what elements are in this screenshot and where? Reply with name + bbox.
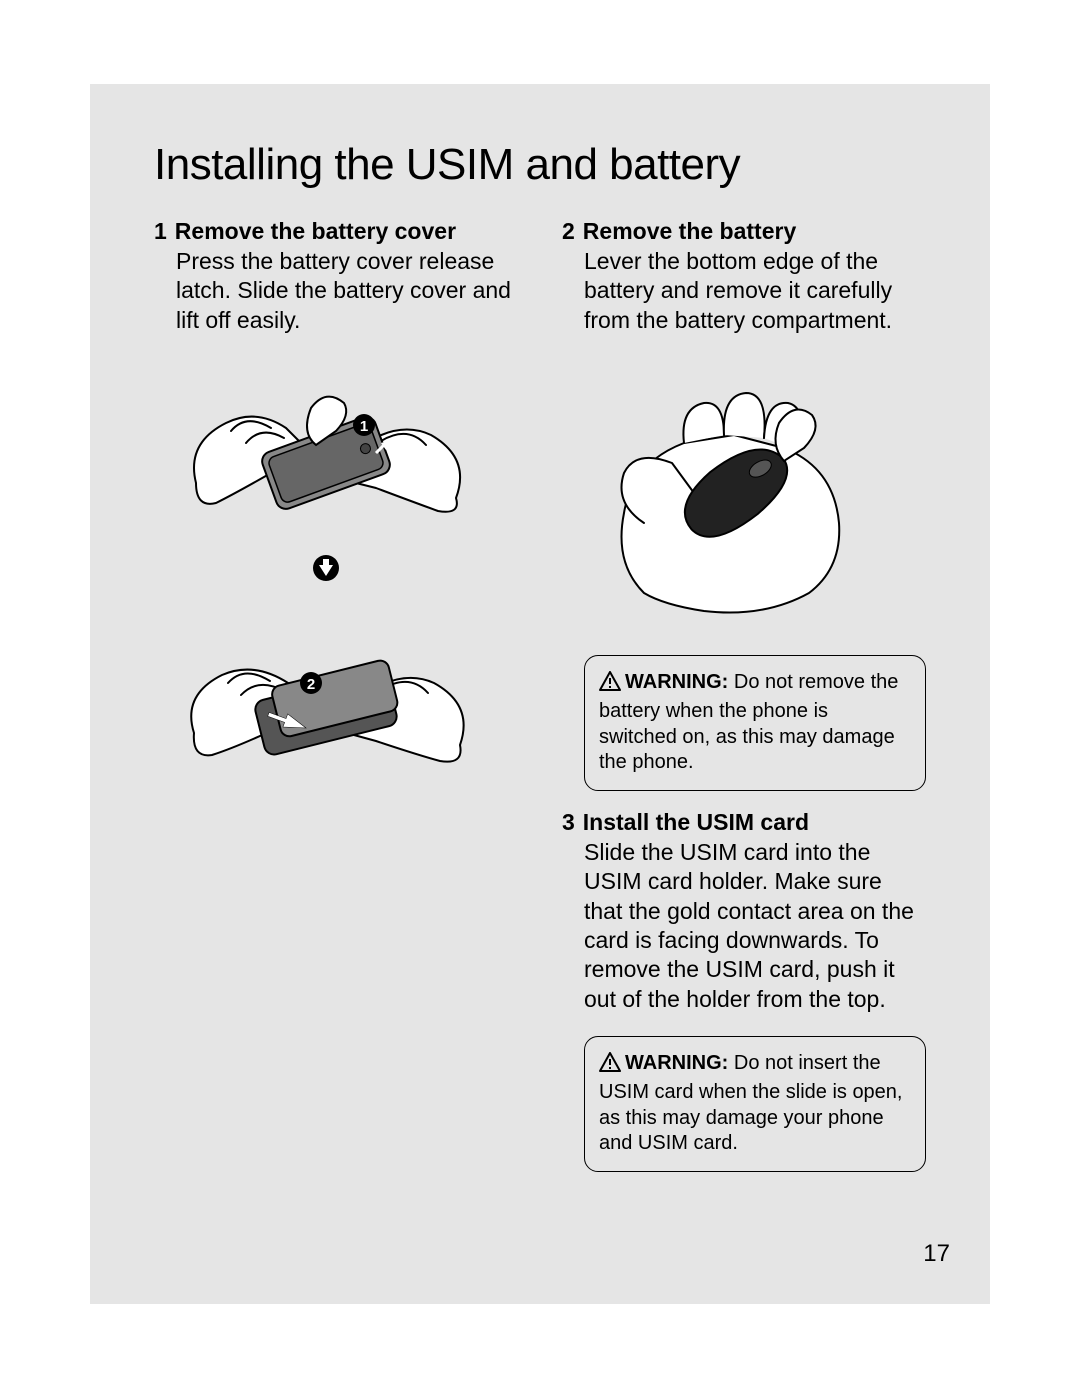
- illustration-remove-cover-1: 1: [176, 353, 476, 593]
- warning-box-2: WARNING: Do not insert the USIM card whe…: [584, 1036, 926, 1171]
- step-2-heading: 2 Remove the battery: [562, 218, 926, 245]
- right-column: 2 Remove the battery Lever the bottom edg…: [562, 218, 926, 1190]
- step-2-number: 2: [562, 218, 575, 245]
- warning-box-1: WARNING: Do not remove the battery when …: [584, 655, 926, 790]
- illustration-remove-cover-2: 2: [176, 613, 476, 823]
- step-1-heading: 1 Remove the battery cover: [154, 218, 518, 245]
- illustration-remove-battery: [584, 353, 884, 633]
- step-1-number: 1: [154, 218, 167, 245]
- step-3-heading: 3 Install the USIM card: [562, 809, 926, 836]
- warning-icon: [599, 1052, 621, 1080]
- step-2-body: Lever the bottom edge of the battery and…: [562, 247, 926, 335]
- step-3-number: 3: [562, 809, 575, 836]
- step-3-title: Install the USIM card: [583, 809, 809, 835]
- svg-text:2: 2: [307, 676, 315, 693]
- step-3-body: Slide the USIM card into the USIM card h…: [562, 838, 926, 1015]
- warning-2-label: WARNING:: [625, 1052, 728, 1074]
- step-1-body: Press the battery cover release latch. S…: [154, 247, 518, 335]
- left-column: 1 Remove the battery cover Press the batt…: [154, 218, 518, 1190]
- warning-icon: [599, 671, 621, 699]
- svg-text:1: 1: [360, 418, 368, 435]
- page-number: 17: [923, 1240, 950, 1268]
- two-column-layout: 1 Remove the battery cover Press the batt…: [154, 218, 926, 1190]
- step-2-title: Remove the battery: [583, 218, 796, 244]
- step-1-title: Remove the battery cover: [175, 218, 456, 244]
- manual-page: Installing the USIM and battery 1 Remove …: [90, 84, 990, 1304]
- warning-1-label: WARNING:: [625, 671, 728, 693]
- page-title: Installing the USIM and battery: [154, 140, 926, 190]
